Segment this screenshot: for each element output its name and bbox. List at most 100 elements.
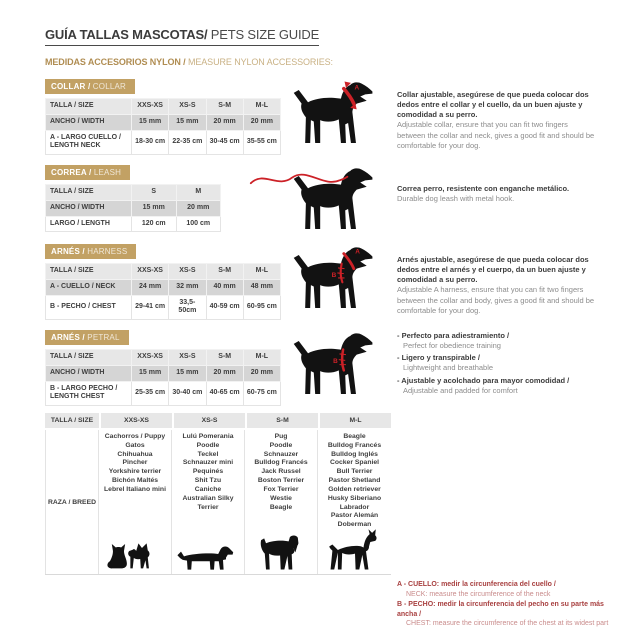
table-cell: 18-30 cm	[130, 129, 170, 155]
table-cell: 32 mm	[168, 278, 207, 296]
leash-dog-illustration	[249, 162, 387, 234]
breed-item: Lebrel Italiano mini	[104, 485, 166, 493]
breed-item: Poodle	[196, 441, 220, 449]
dachshund-silhouette-icon	[177, 546, 234, 570]
table-header-cell: M-L	[242, 263, 282, 280]
table-cell: 25-35 cm	[130, 380, 170, 406]
breed-item: Bichón Maltés	[111, 477, 159, 485]
table-row-label: A - LARGO CUELLO / LENGTH NECK	[45, 129, 132, 155]
petral-badge-en: PETRAL	[87, 333, 120, 342]
collar-description-es: Collar ajustable, asegúrese de que pueda…	[397, 90, 589, 120]
table-header-cell: M-L	[242, 349, 282, 366]
breed-item: Pug	[274, 433, 288, 440]
collar-measure-label-a: A	[354, 84, 359, 91]
table-cell: 48 mm	[242, 278, 282, 296]
table-cell: 20 mm	[205, 113, 244, 131]
table-cell: 15 mm	[130, 113, 170, 131]
collar-badge-es: COLLAR /	[51, 82, 93, 91]
breed-item: Caniche	[194, 485, 222, 493]
dog-with-leash-icon	[249, 168, 372, 229]
breed-item: Schnauzer	[263, 450, 299, 458]
feature-item: - Ajustable y acolchado para mayor comod…	[397, 375, 570, 395]
harness-description-es: Arnés ajustable, asegúrese de que pueda …	[397, 255, 589, 285]
breed-list: Cachorros / Puppy Gatos Chihuahua Pincher Yo…	[104, 433, 166, 530]
table-cell: 60-95 cm	[242, 294, 282, 320]
petral-badge-es: ARNÉS /	[51, 333, 88, 342]
breed-table-header: TALLA / SIZE XXS-XS XS-S S-M M-L	[45, 413, 391, 428]
table-header-cell: TALLA / SIZE	[45, 263, 132, 280]
table-row-label: B - PECHO / CHEST	[45, 294, 132, 320]
breed-item: Bull Terrier	[336, 468, 373, 476]
breed-item: Pincher	[122, 459, 148, 467]
breed-item: Bulldog Francés	[327, 441, 382, 449]
breed-item: Pastor Shetland	[328, 477, 381, 485]
breed-item: Bulldog Francés	[254, 459, 308, 467]
dog-with-petral-icon: B	[293, 333, 372, 394]
table-cell: 20 mm	[205, 364, 244, 382]
leash-line-icon	[249, 173, 348, 185]
table-row-label: ANCHO / WIDTH	[45, 199, 132, 217]
table-header-cell: XS-S	[168, 349, 207, 366]
harness-badge-es: ARNÉS /	[51, 247, 88, 256]
table-header-cell: XXS-XS	[130, 263, 170, 280]
table-header-cell: M-L	[320, 413, 391, 428]
schnauzer-silhouette-icon	[260, 535, 299, 570]
harness-description: Arnés ajustable, asegúrese de que pueda …	[387, 241, 598, 316]
table-header-cell: M-L	[242, 98, 282, 115]
page-subtitle-es: MEDIDAS ACCESORIOS NYLON /	[45, 57, 188, 67]
breed-item: Chihuahua	[117, 450, 153, 458]
collar-badge-en: COLLAR	[92, 82, 127, 91]
table-cell: 15 mm	[168, 113, 207, 131]
leash-badge: CORREA / LEASH	[45, 165, 131, 180]
harness-strap-ticks-icon	[336, 267, 345, 279]
note-chest: B - PECHO: medir la circunferencia del p…	[397, 600, 609, 628]
table-header-cell: S-M	[205, 98, 244, 115]
table-cell: 33,5-50cm	[168, 294, 207, 320]
table-cell: 22-35 cm	[168, 129, 207, 155]
table-header-cell: TALLA / SIZE	[45, 184, 132, 201]
petral-badge: ARNÉS / PETRAL	[45, 330, 129, 345]
table-header-cell: TALLA / SIZE	[45, 349, 132, 366]
petral-dog-illustration: B	[281, 327, 387, 399]
petral-measure-label-b: B	[333, 358, 338, 365]
feature-item: - Ligero y transpirable / Lightweight an…	[397, 353, 494, 373]
cat-and-chihuahua-silhouette-icon	[107, 543, 150, 569]
harness-description-en: Adjustable A harness, ensure that you ca…	[397, 285, 595, 315]
breed-item: Beagle	[343, 433, 366, 440]
note-neck: A - CUELLO: medir la circunferencia del …	[397, 581, 556, 598]
petral-strap-ticks-icon	[338, 353, 346, 366]
breed-item: Schnauzer mini	[182, 459, 234, 467]
collar-section: COLLAR / COLLAR TALLA / SIZE XXS-XS XS-S…	[45, 76, 598, 155]
measurement-notes: A - CUELLO: medir la circunferencia del …	[397, 580, 620, 629]
harness-badge-en: HARNESS	[87, 247, 128, 256]
table-cell: 15 mm	[131, 199, 177, 217]
harness-size-table: TALLA / SIZE XXS-XS XS-S S-M M-L A - CUE…	[45, 263, 282, 320]
breed-item: Jack Russel	[261, 468, 301, 476]
measure-arrow-icon	[349, 102, 357, 110]
table-cell: 20 mm	[175, 199, 221, 217]
breed-item: Fox Terrier	[263, 485, 299, 493]
table-header-cell: XS-S	[168, 98, 207, 115]
breed-item: Teckel	[197, 450, 219, 458]
table-header-cell: S-M	[205, 349, 244, 366]
harness-measure-label-a: A	[355, 249, 360, 256]
table-cell: 15 mm	[168, 364, 207, 382]
petral-section: ARNÉS / PETRAL TALLA / SIZE XXS-XS XS-S …	[45, 327, 598, 406]
breed-item: Pastor Alemán	[330, 512, 379, 520]
table-header-cell: S	[131, 184, 177, 201]
collar-description-en: Adjustable collar, ensure that you can f…	[397, 120, 595, 150]
breed-item: Yorkshire terrier	[108, 468, 162, 476]
petral-size-table: TALLA / SIZE XXS-XS XS-S S-M M-L ANCHO /…	[45, 349, 282, 406]
breed-item: Doberman	[337, 521, 372, 529]
breed-item: Labrador	[339, 503, 370, 511]
table-cell: 24 mm	[130, 278, 170, 296]
breed-column-m-l: Beagle Bulldog Francés Bulldog Inglés Cocke…	[318, 430, 391, 574]
breed-item: Beagle	[269, 503, 293, 511]
breed-item: Westie	[270, 494, 292, 502]
table-cell: 35-55 cm	[242, 129, 282, 155]
doberman-silhouette-icon	[328, 529, 377, 570]
breed-table-body: RAZA / BREED Cachorros / Puppy Gatos Chihu…	[45, 430, 391, 576]
measure-arrow-icon	[344, 81, 351, 88]
breed-item: Poodle	[269, 441, 293, 449]
table-cell: 40-65 cm	[205, 380, 244, 406]
